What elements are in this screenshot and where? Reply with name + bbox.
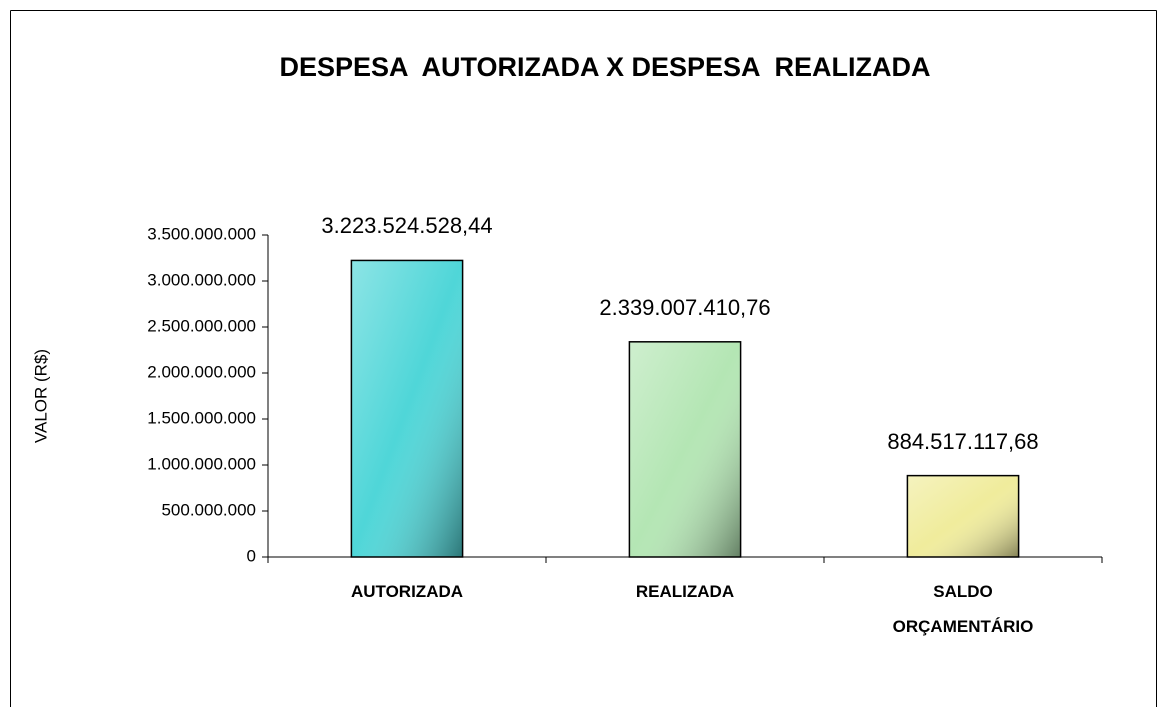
- x-tick-label: AUTORIZADA: [350, 582, 464, 601]
- y-tick-label: 1.500.000.000: [147, 408, 256, 427]
- x-tick-label: REALIZADA: [635, 582, 735, 601]
- x-tick-label: SALDO ORÇAMENTÁRIO: [892, 582, 1034, 636]
- y-tick-label: 3.500.000.000: [147, 224, 256, 243]
- data-label: 3.223.524.528,44: [321, 213, 493, 239]
- data-label: 884.517.117,68: [887, 428, 1039, 454]
- y-tick-label: 500.000.000: [161, 500, 256, 519]
- y-tick-label: 0: [247, 546, 256, 565]
- chart-title: DESPESA AUTORIZADA X DESPESA REALIZADA: [279, 52, 931, 82]
- data-label: 2.339.007.410,76: [599, 294, 771, 320]
- y-tick-label: 2.000.000.000: [147, 362, 256, 381]
- bar-shading: [628, 341, 742, 558]
- y-tick-label: 3.000.000.000: [147, 270, 256, 289]
- y-tick-label: 2.500.000.000: [147, 316, 256, 335]
- y-tick-label: 1.000.000.000: [147, 454, 256, 473]
- bar-shading: [906, 474, 1020, 558]
- bar-shading: [350, 259, 464, 558]
- y-axis-label: VALOR (R$): [31, 349, 50, 443]
